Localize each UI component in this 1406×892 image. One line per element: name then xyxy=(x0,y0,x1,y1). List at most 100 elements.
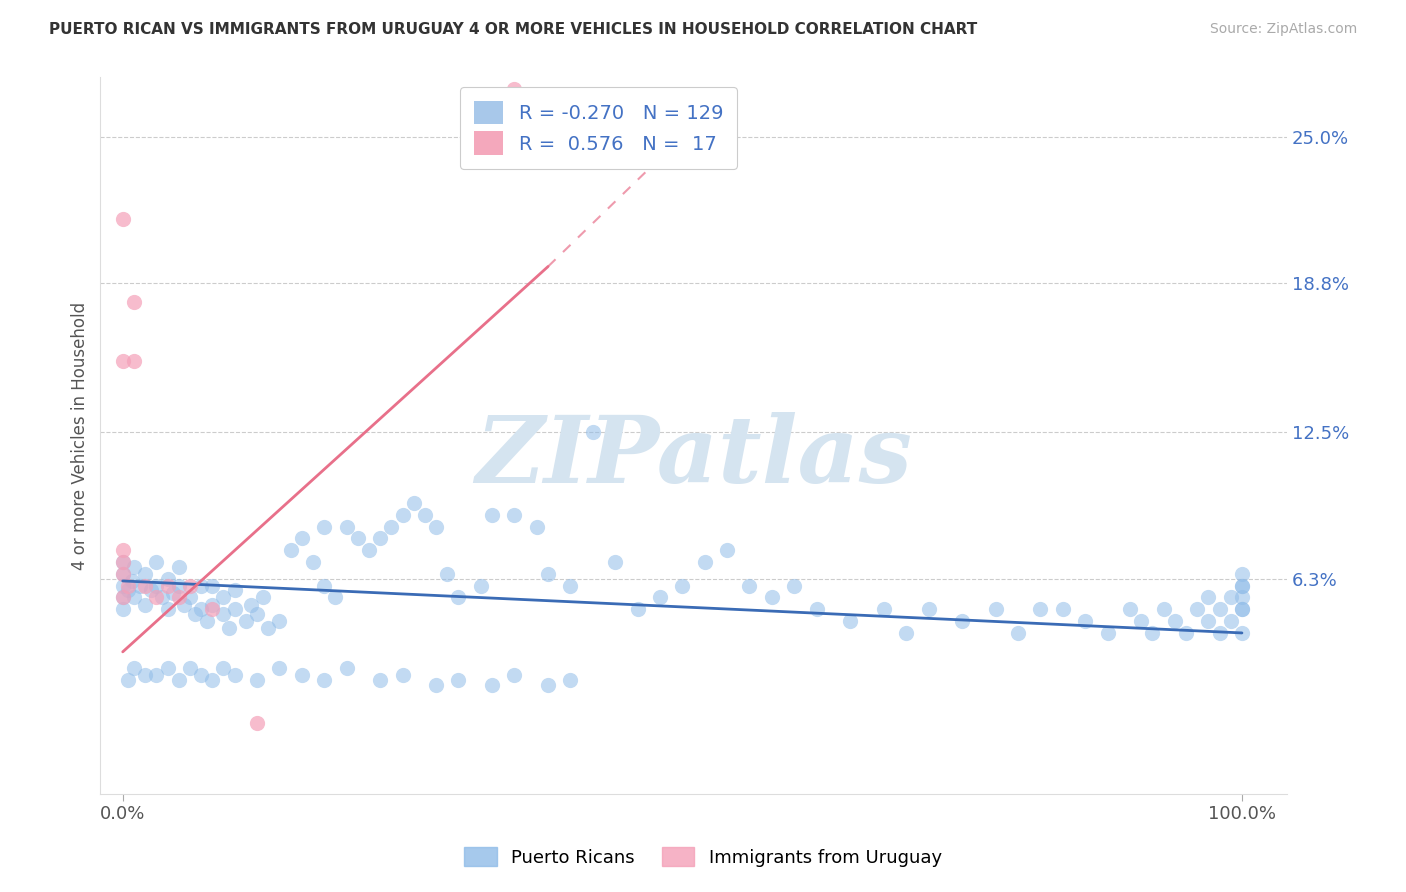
Point xyxy=(1197,591,1219,605)
Point xyxy=(235,614,257,628)
Point xyxy=(218,621,240,635)
Point xyxy=(111,212,134,227)
Point xyxy=(325,591,347,605)
Point xyxy=(839,614,862,628)
Point xyxy=(873,602,896,616)
Point xyxy=(291,532,314,546)
Point xyxy=(145,555,167,569)
Point xyxy=(246,673,269,688)
Point xyxy=(425,678,447,692)
Point xyxy=(716,543,738,558)
Point xyxy=(128,579,150,593)
Point xyxy=(1119,602,1142,616)
Point xyxy=(626,602,648,616)
Point xyxy=(648,591,671,605)
Point xyxy=(134,598,156,612)
Point xyxy=(150,591,173,605)
Point xyxy=(1208,602,1230,616)
Point xyxy=(117,579,139,593)
Point xyxy=(134,566,156,581)
Point xyxy=(240,598,263,612)
Point xyxy=(246,715,269,730)
Point xyxy=(391,668,413,682)
Point xyxy=(806,602,828,616)
Point xyxy=(111,555,134,569)
Point xyxy=(481,678,503,692)
Point xyxy=(111,354,134,368)
Point xyxy=(167,559,190,574)
Point xyxy=(671,579,693,593)
Point xyxy=(117,673,139,688)
Point xyxy=(1230,602,1253,616)
Point xyxy=(111,591,134,605)
Point xyxy=(302,555,325,569)
Point xyxy=(693,555,716,569)
Point xyxy=(179,661,201,675)
Point xyxy=(368,532,391,546)
Point xyxy=(503,508,526,522)
Point xyxy=(1230,591,1253,605)
Point xyxy=(145,668,167,682)
Point xyxy=(190,668,212,682)
Point xyxy=(560,579,582,593)
Point xyxy=(111,543,134,558)
Point xyxy=(134,668,156,682)
Point xyxy=(984,602,1007,616)
Point xyxy=(167,579,190,593)
Point xyxy=(582,425,605,439)
Point xyxy=(1185,602,1208,616)
Point xyxy=(179,579,201,593)
Point xyxy=(1130,614,1153,628)
Point xyxy=(1208,626,1230,640)
Point xyxy=(1142,626,1164,640)
Point xyxy=(1219,614,1241,628)
Point xyxy=(335,519,357,533)
Text: ZIPatlas: ZIPatlas xyxy=(475,412,912,502)
Point xyxy=(1175,626,1198,640)
Point xyxy=(380,519,402,533)
Point xyxy=(335,661,357,675)
Point xyxy=(224,668,246,682)
Point xyxy=(1029,602,1052,616)
Point xyxy=(224,602,246,616)
Point xyxy=(1230,566,1253,581)
Point xyxy=(212,661,235,675)
Point xyxy=(503,668,526,682)
Point xyxy=(257,621,280,635)
Point xyxy=(413,508,436,522)
Point xyxy=(314,579,336,593)
Point xyxy=(470,579,492,593)
Point xyxy=(139,583,162,598)
Point xyxy=(122,295,145,310)
Point xyxy=(111,566,134,581)
Point xyxy=(201,673,224,688)
Point xyxy=(391,508,413,522)
Point xyxy=(121,574,143,588)
Point xyxy=(481,508,503,522)
Point xyxy=(503,82,526,96)
Legend: Puerto Ricans, Immigrants from Uruguay: Puerto Ricans, Immigrants from Uruguay xyxy=(457,840,949,874)
Point xyxy=(212,591,235,605)
Point xyxy=(1074,614,1097,628)
Point xyxy=(212,607,235,621)
Point xyxy=(1230,579,1253,593)
Text: Source: ZipAtlas.com: Source: ZipAtlas.com xyxy=(1209,22,1357,37)
Point xyxy=(167,591,190,605)
Point xyxy=(917,602,939,616)
Point xyxy=(1230,626,1253,640)
Point xyxy=(950,614,973,628)
Point xyxy=(156,579,179,593)
Y-axis label: 4 or more Vehicles in Household: 4 or more Vehicles in Household xyxy=(72,301,89,570)
Point xyxy=(122,559,145,574)
Point xyxy=(269,661,291,675)
Point xyxy=(314,673,336,688)
Point xyxy=(346,532,368,546)
Point xyxy=(156,572,179,586)
Point xyxy=(117,583,139,598)
Point xyxy=(201,602,224,616)
Point xyxy=(224,583,246,598)
Point xyxy=(1052,602,1074,616)
Point xyxy=(167,673,190,688)
Point xyxy=(1197,614,1219,628)
Point xyxy=(1164,614,1187,628)
